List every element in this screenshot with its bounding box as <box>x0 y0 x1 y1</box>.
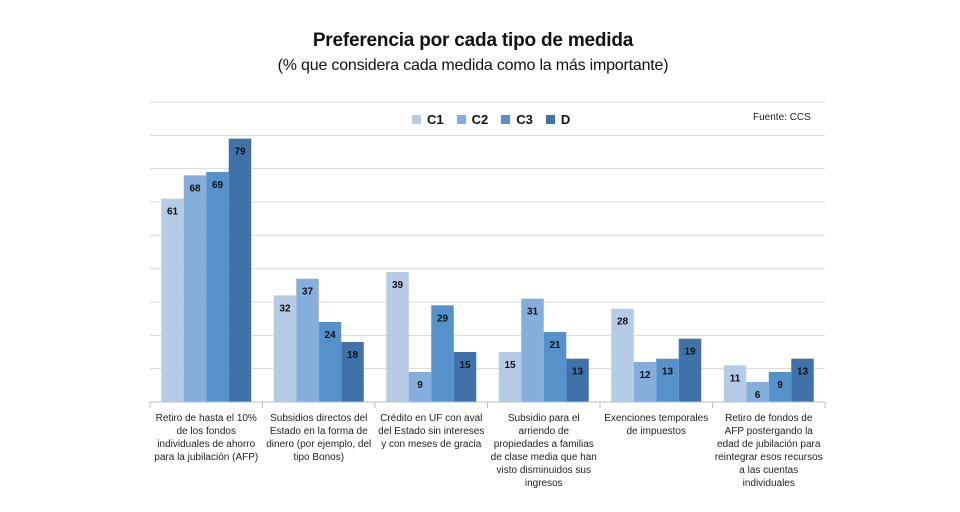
bar-c3 <box>543 332 567 402</box>
bar-c2 <box>746 382 769 402</box>
legend-swatch-c2 <box>456 115 466 124</box>
data-label: 6 <box>755 390 761 401</box>
data-label: 9 <box>777 380 783 391</box>
bar-d <box>341 342 364 402</box>
data-label: 11 <box>730 373 741 384</box>
data-label: 18 <box>347 350 359 361</box>
chart-title: Preferencia por cada tipo de medida <box>312 30 634 51</box>
data-label: 24 <box>324 330 336 341</box>
legend-label-c2: C2 <box>471 112 489 127</box>
legend-item-c1: C1 <box>412 112 444 127</box>
category-label: Subsidios directos del Estado en la form… <box>266 413 372 463</box>
legend-label-c1: C1 <box>427 112 444 127</box>
data-label: 21 <box>549 340 561 351</box>
data-label: 32 <box>279 303 291 314</box>
source-note: Fuente: CCS <box>753 112 811 123</box>
bar-c3 <box>431 305 454 402</box>
bar-d <box>678 338 702 402</box>
bar-c3 <box>768 372 792 402</box>
data-label: 13 <box>572 367 584 378</box>
category-label: Retiro de hasta el 10% de los fondos ind… <box>154 413 259 463</box>
bar-d <box>228 138 252 402</box>
bar-d <box>453 352 477 402</box>
legend-swatch-d <box>545 115 555 124</box>
chart-legend: C1 C2 C3 D <box>412 112 583 127</box>
data-label: 19 <box>684 347 696 358</box>
bar-c1 <box>273 295 297 402</box>
category-label: Crédito en UF con aval del Estado sin in… <box>378 413 485 450</box>
data-label: 15 <box>459 360 471 371</box>
data-label: 28 <box>617 317 629 328</box>
data-label: 79 <box>234 147 246 158</box>
bar-c1 <box>723 365 747 402</box>
category-label: Retiro de fondos de AFP postergando la e… <box>714 413 823 489</box>
data-label: 9 <box>417 380 423 391</box>
bar-c1 <box>161 198 184 402</box>
legend-item-d: D <box>545 112 571 127</box>
data-label: 13 <box>797 367 809 378</box>
bar-c1 <box>386 272 409 402</box>
category-label: Subsidio para el arriendo de propiedades… <box>490 413 597 489</box>
data-label: 68 <box>189 183 201 194</box>
legend-label-c3: C3 <box>516 112 533 127</box>
bar-c2 <box>408 372 432 402</box>
bar-c2 <box>296 278 319 402</box>
data-label: 31 <box>527 307 539 318</box>
legend-label-d: D <box>560 112 571 127</box>
bar-c1 <box>498 352 522 402</box>
data-label: 39 <box>392 280 404 291</box>
data-label: 29 <box>437 313 449 324</box>
data-label: 13 <box>662 367 674 378</box>
legend-item-c3: C3 <box>501 112 533 127</box>
legend-item-c2: C2 <box>456 112 489 127</box>
bar-c3 <box>206 172 229 402</box>
category-label: Exenciones temporales de impuestos <box>604 413 709 437</box>
data-label: 69 <box>212 180 224 191</box>
legend-swatch-c1 <box>412 115 421 124</box>
chart-subtitle: (% que considera cada medida como la más… <box>277 57 669 74</box>
bar-c2 <box>633 362 657 402</box>
bar-c3 <box>656 358 679 402</box>
data-label: 15 <box>504 360 516 371</box>
data-label: 12 <box>639 370 651 381</box>
data-label: 37 <box>302 287 314 298</box>
data-label: 61 <box>167 207 179 218</box>
bar-d <box>791 358 814 402</box>
bar-c1 <box>611 308 634 402</box>
bar-c2 <box>183 175 207 402</box>
bar-c3 <box>318 322 342 402</box>
bar-d <box>566 358 589 402</box>
bar-c2 <box>521 298 544 402</box>
legend-swatch-c3 <box>501 115 511 124</box>
